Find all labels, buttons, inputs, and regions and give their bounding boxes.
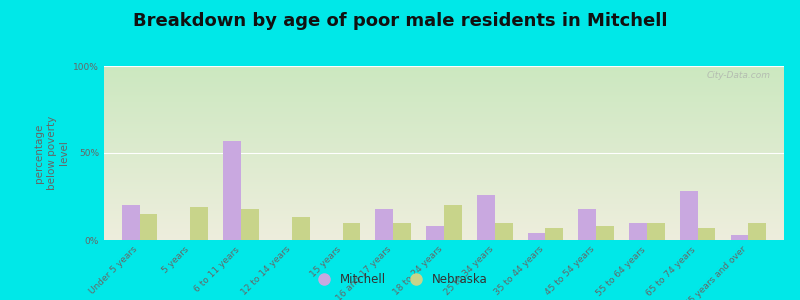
Text: Breakdown by age of poor male residents in Mitchell: Breakdown by age of poor male residents …: [133, 12, 667, 30]
Bar: [241, 209, 258, 240]
Bar: [292, 218, 310, 240]
Bar: [477, 195, 494, 240]
Bar: [546, 228, 563, 240]
Bar: [578, 209, 596, 240]
Bar: [394, 223, 411, 240]
Bar: [528, 233, 546, 240]
Y-axis label: percentage
below poverty
level: percentage below poverty level: [34, 116, 69, 190]
Bar: [494, 223, 513, 240]
Bar: [190, 207, 208, 240]
Bar: [647, 223, 665, 240]
Bar: [122, 205, 139, 240]
Bar: [749, 223, 766, 240]
Bar: [630, 223, 647, 240]
Bar: [730, 235, 749, 240]
Legend: Mitchell, Nebraska: Mitchell, Nebraska: [307, 269, 493, 291]
Bar: [139, 214, 158, 240]
Bar: [223, 141, 241, 240]
Bar: [596, 226, 614, 240]
Bar: [698, 228, 715, 240]
Bar: [680, 191, 698, 240]
Bar: [342, 223, 360, 240]
Bar: [426, 226, 444, 240]
Bar: [444, 205, 462, 240]
Bar: [375, 209, 394, 240]
Text: City-Data.com: City-Data.com: [706, 71, 770, 80]
